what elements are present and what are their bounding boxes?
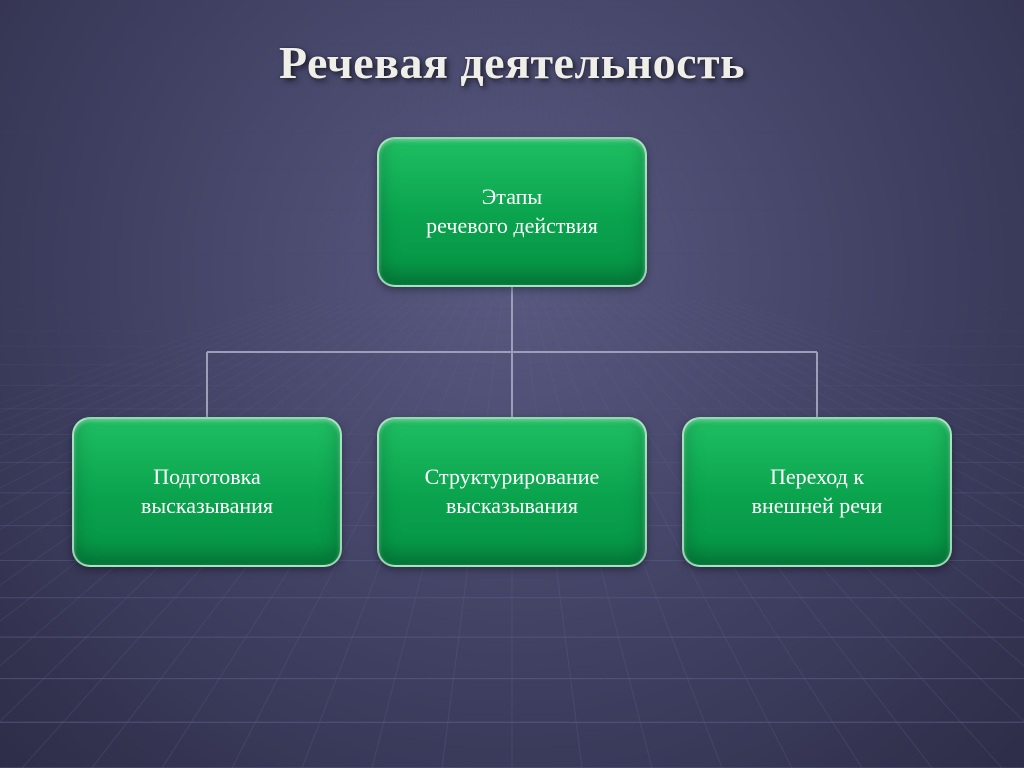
text-line: внешней речи	[752, 493, 883, 518]
text-line: высказывания	[141, 493, 273, 518]
text-line: Переход к	[770, 464, 864, 489]
slide: Речевая деятельность Этапы речевого дейс…	[0, 0, 1024, 768]
text-line: высказывания	[446, 493, 578, 518]
org-chart: Этапы речевого действия Подготовка выска…	[72, 137, 952, 617]
text-line: Подготовка	[153, 464, 260, 489]
node-c2-text: Структурирование высказывания	[425, 463, 600, 520]
node-root: Этапы речевого действия	[377, 137, 647, 287]
node-child-2: Структурирование высказывания	[377, 417, 647, 567]
node-child-3: Переход к внешней речи	[682, 417, 952, 567]
node-c1-text: Подготовка высказывания	[141, 463, 273, 520]
text-line: Этапы	[482, 184, 542, 209]
text-line: речевого действия	[426, 213, 598, 238]
node-root-text: Этапы речевого действия	[426, 183, 598, 240]
node-c3-text: Переход к внешней речи	[752, 463, 883, 520]
slide-title: Речевая деятельность	[279, 36, 745, 89]
text-line: Структурирование	[425, 464, 600, 489]
node-child-1: Подготовка высказывания	[72, 417, 342, 567]
